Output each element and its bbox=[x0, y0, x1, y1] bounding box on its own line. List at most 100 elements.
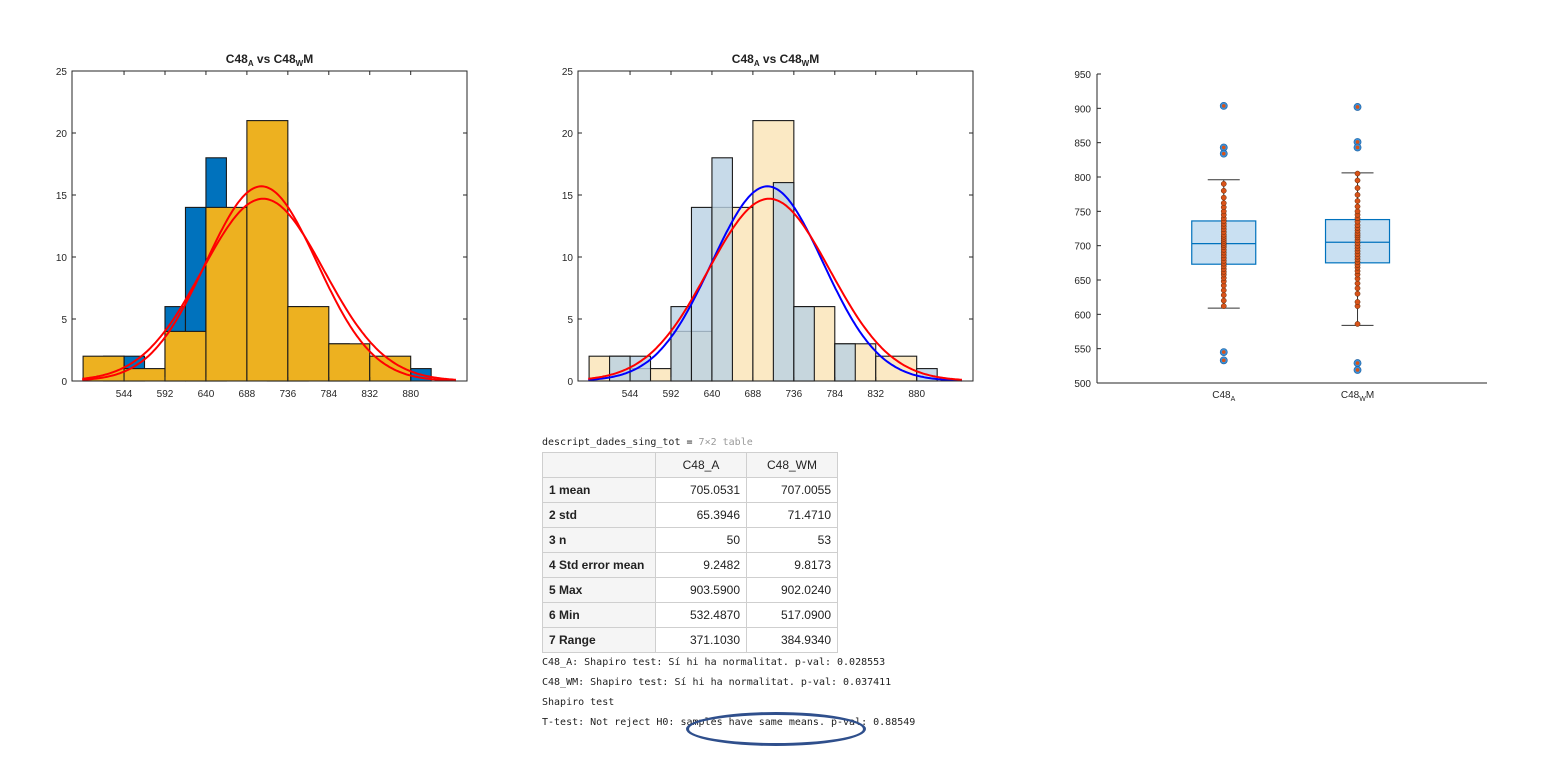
x-tick-label: 880 bbox=[402, 389, 419, 400]
y-tick-label: 10 bbox=[562, 253, 574, 264]
outlier-marker bbox=[1355, 140, 1360, 144]
column-header[interactable]: C48_A bbox=[655, 452, 747, 478]
table-row: 6 Min 532.4870 517.0900 bbox=[542, 602, 838, 628]
x-tick-label: 832 bbox=[361, 389, 378, 400]
column-header[interactable]: C48_WM bbox=[746, 452, 838, 478]
data-point bbox=[1220, 297, 1227, 304]
variable-header: descript_dades_sing_tot = 7×2 table bbox=[542, 434, 1002, 452]
x-tick-label: 832 bbox=[867, 389, 884, 400]
row-label: 6 Min bbox=[542, 602, 656, 628]
table-cell: 532.4870 bbox=[655, 602, 747, 628]
x-tick-label: 592 bbox=[157, 389, 174, 400]
axes-box bbox=[71, 70, 468, 382]
outlier-marker bbox=[1355, 145, 1360, 150]
data-point bbox=[1220, 292, 1227, 298]
histogram-bar bbox=[711, 157, 733, 382]
y-tick-label: 850 bbox=[1074, 139, 1091, 150]
fit-curve bbox=[82, 185, 456, 382]
outlier-marker bbox=[1221, 104, 1226, 108]
data-point bbox=[1354, 185, 1361, 191]
output-line: C48_WM: Shapiro test: Sí hi ha normalita… bbox=[542, 677, 892, 688]
label-part: M bbox=[1366, 390, 1374, 401]
y-tick-label: 550 bbox=[1074, 345, 1091, 356]
x-tick-label: 784 bbox=[320, 389, 337, 400]
table-cell: 65.3946 bbox=[655, 502, 747, 528]
histogram-bar bbox=[772, 182, 795, 382]
axes-box bbox=[577, 70, 974, 382]
y-tick-label: 950 bbox=[1074, 70, 1091, 81]
table-cell: 371.1030 bbox=[655, 627, 747, 653]
histogram-bar bbox=[793, 306, 815, 382]
table-cell: 384.9340 bbox=[746, 627, 838, 653]
command-output: descript_dades_sing_tot = 7×2 table C48_… bbox=[542, 434, 1002, 733]
label-part: A bbox=[1231, 396, 1236, 403]
highlight-ellipse bbox=[686, 712, 866, 746]
table-row: 4 Std error mean 9.2482 9.8173 bbox=[542, 552, 838, 578]
data-point bbox=[1220, 181, 1227, 187]
fit-curve bbox=[588, 185, 962, 382]
table-cell: 705.0531 bbox=[655, 477, 747, 503]
data-point bbox=[1354, 280, 1361, 287]
title-part: A bbox=[754, 59, 760, 68]
table-cell: 50 bbox=[655, 527, 747, 553]
title-part: C48 bbox=[226, 52, 248, 66]
data-point bbox=[1354, 285, 1361, 292]
y-tick-label: 650 bbox=[1074, 276, 1091, 287]
x-tick-label: 688 bbox=[745, 389, 762, 400]
data-point bbox=[1220, 194, 1227, 201]
table-cell: 903.5900 bbox=[655, 577, 747, 603]
table-row: 3 n 50 53 bbox=[542, 527, 838, 553]
fit-curve bbox=[82, 197, 456, 381]
label-part: W bbox=[1359, 396, 1366, 403]
data-point bbox=[1220, 303, 1227, 309]
data-point bbox=[1354, 192, 1361, 198]
table-row: 5 Max 903.5900 902.0240 bbox=[542, 577, 838, 603]
histogram-1: 0 5 10 15 20 25 544 592 640 688 736 784 832 880 C48A v… bbox=[56, 52, 468, 400]
outlier-marker bbox=[1355, 105, 1360, 109]
title-part: M bbox=[303, 52, 313, 66]
y-tick-label: 20 bbox=[562, 129, 574, 140]
data-point bbox=[1354, 208, 1361, 215]
y-tick-label: 0 bbox=[567, 377, 573, 388]
stats-table: C48_A C48_WM 1 mean 705.0531 707.0055 2 std… bbox=[542, 452, 838, 653]
output-line: Shapiro test bbox=[542, 697, 615, 708]
data-point bbox=[1220, 187, 1227, 194]
x-tick-label: 736 bbox=[785, 389, 802, 400]
outlier-marker bbox=[1221, 358, 1226, 363]
title-part: vs C48 bbox=[254, 52, 296, 66]
fit-curve bbox=[588, 197, 962, 381]
variable-name: descript_dades_sing_tot = bbox=[542, 437, 699, 448]
x-tick-label: 544 bbox=[116, 389, 133, 400]
y-tick-label: 10 bbox=[56, 253, 68, 264]
outlier-marker bbox=[1221, 145, 1226, 150]
x-tick-label: 784 bbox=[826, 389, 843, 400]
histogram-bar bbox=[834, 343, 856, 382]
x-tick-label: C48A bbox=[1212, 390, 1235, 403]
y-tick-label: 25 bbox=[562, 67, 574, 78]
table-cell: 9.8173 bbox=[746, 552, 838, 578]
data-point bbox=[1220, 287, 1227, 294]
title-part: W bbox=[296, 59, 304, 68]
table-cell: 9.2482 bbox=[655, 552, 747, 578]
histogram-bar bbox=[287, 306, 330, 382]
label-part: C48 bbox=[1212, 390, 1231, 401]
histogram-2: 0 5 10 15 20 25 544 592 640 688 736 784 832 880 C48A v… bbox=[562, 52, 974, 400]
data-point bbox=[1220, 200, 1227, 206]
title-part: vs C48 bbox=[760, 52, 802, 66]
row-label: 5 Max bbox=[542, 577, 656, 603]
data-point bbox=[1354, 203, 1361, 210]
x-tick-label: 640 bbox=[198, 389, 215, 400]
y-tick-label: 5 bbox=[567, 315, 573, 326]
y-tick-label: 900 bbox=[1074, 104, 1091, 115]
table-cell: 902.0240 bbox=[746, 577, 838, 603]
output-line: C48_A: Shapiro test: Sí hi ha normalitat… bbox=[542, 657, 886, 668]
y-tick-label: 20 bbox=[56, 129, 68, 140]
data-point bbox=[1354, 299, 1361, 305]
x-tick-label: 736 bbox=[279, 389, 296, 400]
y-tick-label: 15 bbox=[562, 191, 574, 202]
histogram-bar bbox=[246, 120, 289, 382]
table-cell: 53 bbox=[746, 527, 838, 553]
table-row: 1 mean 705.0531 707.0055 bbox=[542, 477, 838, 503]
